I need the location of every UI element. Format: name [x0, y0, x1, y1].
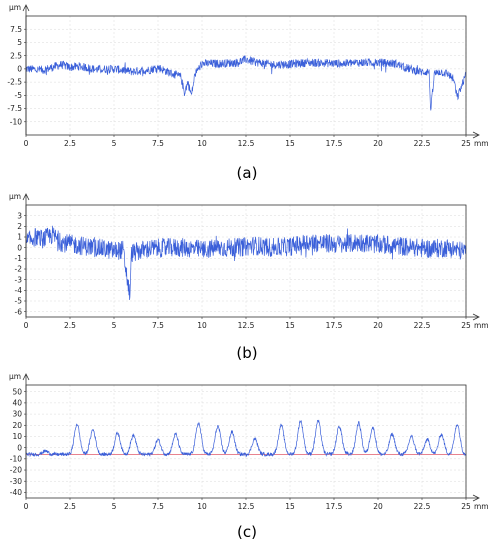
y-tick-label: -6	[15, 307, 23, 316]
x-tick-label: 22.5	[414, 502, 431, 511]
x-tick-label: 0	[24, 321, 29, 330]
x-axis-arrow-icon	[472, 494, 480, 502]
x-tick-label: 7.5	[152, 139, 164, 148]
x-tick-label: 12.5	[238, 502, 255, 511]
y-tick-label: 2.5	[10, 51, 22, 60]
y-tick-label: -7.5	[7, 104, 22, 113]
x-tick-label: 20	[373, 139, 383, 148]
x-tick-label: 25	[461, 139, 471, 148]
x-tick-label: 25	[461, 502, 471, 511]
y-tick-label: -40	[10, 488, 22, 497]
y-tick-label: -5	[15, 297, 23, 306]
y-tick-label: 40	[12, 399, 22, 408]
x-tick-label: 22.5	[414, 321, 431, 330]
y-tick-label: 50	[12, 387, 22, 396]
y-tick-label: 2	[17, 222, 22, 231]
y-tick-label: -4	[15, 286, 23, 295]
y-axis-arrow-icon	[22, 4, 30, 12]
y-tick-label: -30	[10, 477, 22, 486]
y-tick-label: -1	[15, 254, 23, 263]
x-tick-label: 5	[112, 139, 117, 148]
y-tick-label: 5	[17, 38, 22, 47]
y-axis-arrow-icon	[22, 373, 30, 381]
x-tick-label: 15	[285, 139, 295, 148]
y-tick-label: 0	[17, 443, 22, 452]
panel-caption: (a)	[237, 164, 258, 182]
y-tick-label: -5	[15, 91, 23, 100]
y-tick-label: 1	[17, 233, 22, 242]
y-axis-label: µm	[9, 372, 21, 381]
panel-caption: (c)	[237, 523, 257, 541]
y-tick-label: 0	[17, 243, 22, 252]
y-tick-label: -20	[10, 466, 22, 475]
x-tick-label: 10	[197, 321, 207, 330]
x-tick-label: 20	[373, 321, 383, 330]
x-tick-label: 15	[285, 502, 295, 511]
x-tick-label: 10	[197, 139, 207, 148]
x-tick-label: 2.5	[64, 139, 76, 148]
y-tick-label: 20	[12, 421, 22, 430]
x-tick-label: 15	[285, 321, 295, 330]
y-axis-arrow-icon	[22, 193, 30, 201]
x-tick-label: 12.5	[238, 139, 255, 148]
y-tick-label: -10	[10, 117, 22, 126]
y-tick-label: 0	[17, 64, 22, 73]
y-tick-label: -2.5	[7, 78, 22, 87]
series-line	[25, 55, 467, 111]
x-tick-label: 17.5	[326, 502, 343, 511]
x-tick-label: 17.5	[326, 321, 343, 330]
y-tick-label: 30	[12, 410, 22, 419]
x-tick-label: 10	[197, 502, 207, 511]
x-axis-unit: mm	[474, 502, 489, 511]
x-axis-unit: mm	[474, 139, 489, 148]
x-tick-label: 22.5	[414, 139, 431, 148]
series-line	[25, 419, 467, 458]
y-tick-label: -3	[15, 275, 23, 284]
x-tick-label: 7.5	[152, 502, 164, 511]
x-tick-label: 5	[112, 321, 117, 330]
x-tick-label: 2.5	[64, 502, 76, 511]
y-axis-label: µm	[9, 192, 21, 201]
series-line	[25, 225, 467, 300]
x-tick-label: 0	[24, 139, 29, 148]
y-axis-label: µm	[9, 3, 21, 12]
y-tick-label: 3	[17, 211, 22, 220]
x-tick-label: 20	[373, 502, 383, 511]
x-tick-label: 17.5	[326, 139, 343, 148]
chart-panel-1: µm 7.5 5 2.5 0 -2.5 -5 -7.5 -10 0 2.5 5 7.5 10 12.5 15 1…	[7, 3, 488, 182]
x-tick-label: 2.5	[64, 321, 76, 330]
x-tick-label: 0	[24, 502, 29, 511]
y-tick-label: -2	[15, 265, 23, 274]
x-axis-arrow-icon	[472, 313, 480, 321]
x-tick-label: 7.5	[152, 321, 164, 330]
y-tick-label: -10	[10, 454, 22, 463]
panel-caption: (b)	[236, 344, 257, 362]
x-tick-label: 5	[112, 502, 117, 511]
x-tick-label: 25	[461, 321, 471, 330]
plot-area	[26, 16, 466, 135]
x-axis-unit: mm	[474, 321, 489, 330]
x-axis-arrow-icon	[472, 131, 480, 139]
y-tick-label: 10	[12, 432, 22, 441]
x-tick-label: 12.5	[238, 321, 255, 330]
y-tick-label: 7.5	[10, 25, 22, 34]
